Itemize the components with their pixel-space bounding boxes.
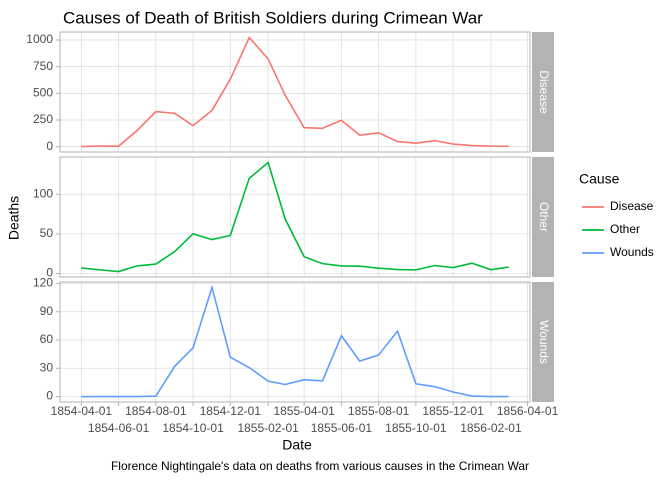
y-tick-label: 0 — [46, 266, 53, 280]
data-line — [81, 284, 509, 398]
x-tick-label: 1855-12-01 — [422, 404, 484, 418]
y-tick-label: 0 — [46, 139, 53, 153]
strip — [532, 32, 554, 152]
y-tick-label: 100 — [33, 186, 53, 200]
strip — [532, 157, 554, 277]
strip — [532, 282, 554, 402]
y-tick-label: 0 — [46, 389, 53, 403]
data-line — [81, 161, 509, 273]
y-tick-label: 250 — [33, 112, 53, 126]
y-tick-label: 30 — [40, 360, 54, 374]
panel — [60, 157, 530, 277]
x-tick-label: 1856-02-01 — [460, 421, 522, 435]
x-tick-label: 1854-10-01 — [162, 421, 224, 435]
x-tick-label: 1855-02-01 — [237, 421, 299, 435]
strip-label: Disease — [537, 70, 551, 114]
x-tick-label: 1854-04-01 — [51, 404, 113, 418]
panel — [60, 32, 530, 152]
x-tick-label: 1854-06-01 — [88, 421, 150, 435]
legend-title: Cause — [579, 171, 620, 187]
x-tick-label: 1855-04-01 — [273, 404, 335, 418]
y-tick-label: 500 — [33, 86, 53, 100]
y-tick-label: 50 — [40, 226, 54, 240]
x-tick-label: 1855-10-01 — [385, 421, 447, 435]
panel-border — [59, 156, 531, 278]
strip-label: Other — [537, 202, 551, 232]
strip-label: Wounds — [537, 320, 551, 364]
panel — [60, 282, 530, 402]
y-axis-title: Deaths — [6, 196, 22, 240]
panel-border — [59, 31, 531, 153]
panel-border — [59, 281, 531, 403]
chart-title: Causes of Death of British Soldiers duri… — [63, 8, 483, 27]
x-axis-title: Date — [282, 437, 312, 453]
x-tick-label: 1855-06-01 — [311, 421, 373, 435]
caption: Florence Nightingale's data on deaths fr… — [111, 459, 529, 473]
x-tick-label: 1854-08-01 — [125, 404, 187, 418]
x-tick-label: 1854-12-01 — [200, 404, 262, 418]
y-tick-label: 90 — [40, 304, 54, 318]
y-tick-label: 120 — [33, 276, 53, 290]
legend-label: Other — [610, 222, 640, 236]
x-tick-label: 1855-08-01 — [348, 404, 410, 418]
data-line — [81, 36, 509, 148]
y-tick-label: 750 — [33, 59, 53, 73]
x-tick-label: 1856-04-01 — [497, 404, 559, 418]
legend-label: Disease — [610, 199, 654, 213]
y-tick-label: 60 — [40, 332, 54, 346]
y-tick-label: 1000 — [26, 32, 53, 46]
legend-label: Wounds — [610, 245, 654, 259]
